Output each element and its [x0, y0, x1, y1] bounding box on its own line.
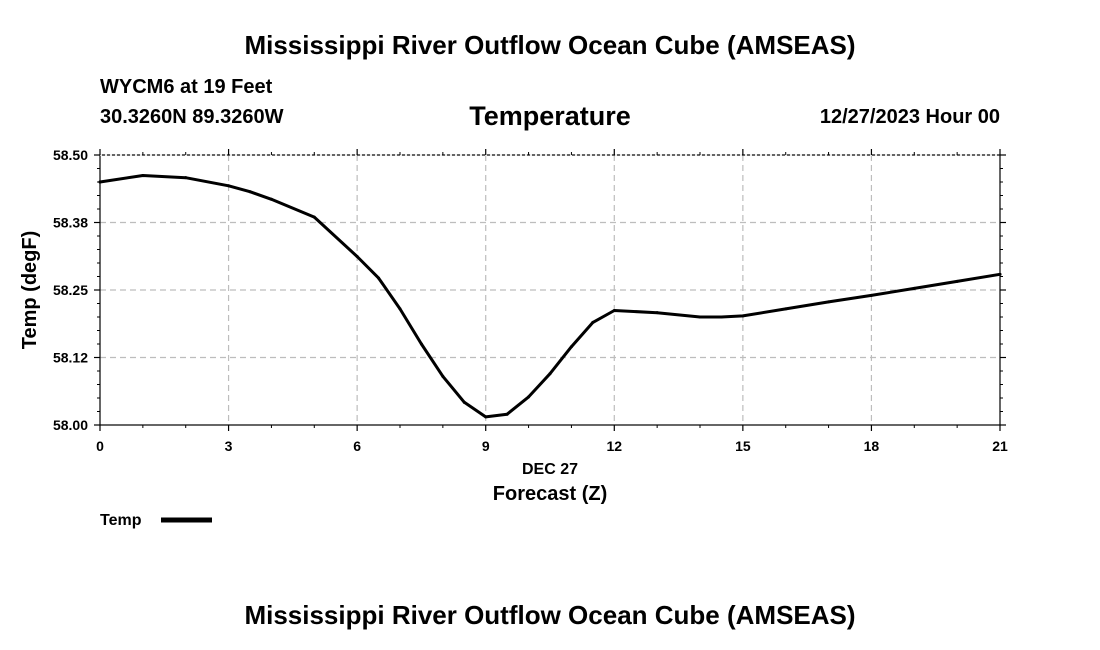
data-point	[569, 345, 573, 349]
data-point	[998, 272, 1002, 276]
x-tick-label: 15	[735, 438, 751, 454]
x-tick-label: 21	[992, 438, 1008, 454]
data-point	[355, 255, 359, 259]
tick-labels: 0 3 6 9 12 15 18 21 58.00 58.12 58.25 58.38 58.50	[53, 147, 1008, 454]
data-point	[398, 307, 402, 311]
series-line-temp	[98, 174, 1002, 419]
data-point	[527, 395, 531, 399]
data-point	[912, 286, 916, 290]
legend-label: Temp	[100, 512, 142, 529]
y-tick-label: 58.50	[53, 147, 88, 163]
data-point	[269, 197, 273, 201]
variable-title: Temperature	[469, 101, 631, 131]
y-tick-label: 58.38	[53, 215, 88, 231]
data-point	[184, 176, 188, 180]
grid-lines	[100, 155, 1000, 425]
data-point	[98, 180, 102, 184]
forecast-datetime: 12/27/2023 Hour 00	[819, 106, 1000, 128]
data-point	[441, 374, 445, 378]
x-axis-label: Forecast (Z)	[493, 483, 607, 505]
data-point	[827, 300, 831, 304]
data-point	[784, 307, 788, 311]
data-point	[655, 311, 659, 315]
x-axis-date-label: DEC 27	[522, 461, 578, 478]
data-point	[612, 309, 616, 313]
station-label: WYCM6 at 19 Feet	[100, 76, 273, 98]
data-point	[591, 320, 595, 324]
data-point	[141, 174, 145, 178]
series-group	[98, 174, 1002, 419]
data-point	[719, 315, 723, 319]
data-point	[484, 415, 488, 419]
y-axis-label: Temp (degF)	[19, 231, 41, 350]
data-point	[548, 372, 552, 376]
x-tick-label: 3	[225, 438, 233, 454]
data-point	[698, 315, 702, 319]
data-point	[505, 412, 509, 416]
x-tick-label: 9	[482, 438, 490, 454]
data-point	[377, 276, 381, 280]
x-tick-label: 18	[864, 438, 880, 454]
data-point	[419, 342, 423, 346]
x-tick-label: 12	[606, 438, 622, 454]
y-tick-label: 58.25	[53, 282, 88, 298]
station-coordinates: 30.3260N 89.3260W	[100, 106, 284, 128]
y-tick-label: 58.00	[53, 417, 88, 433]
y-tick-label: 58.12	[53, 350, 88, 366]
x-tick-label: 0	[96, 438, 104, 454]
data-point	[248, 190, 252, 194]
chart-title: Mississippi River Outflow Ocean Cube (AM…	[244, 30, 856, 60]
footer-title: Mississippi River Outflow Ocean Cube (AM…	[244, 600, 856, 630]
x-tick-label: 6	[353, 438, 361, 454]
data-point	[955, 279, 959, 283]
data-point	[462, 400, 466, 404]
data-point	[741, 314, 745, 318]
data-point	[869, 293, 873, 297]
data-point	[312, 215, 316, 219]
axis-ticks	[94, 149, 1006, 431]
data-point	[227, 184, 231, 188]
